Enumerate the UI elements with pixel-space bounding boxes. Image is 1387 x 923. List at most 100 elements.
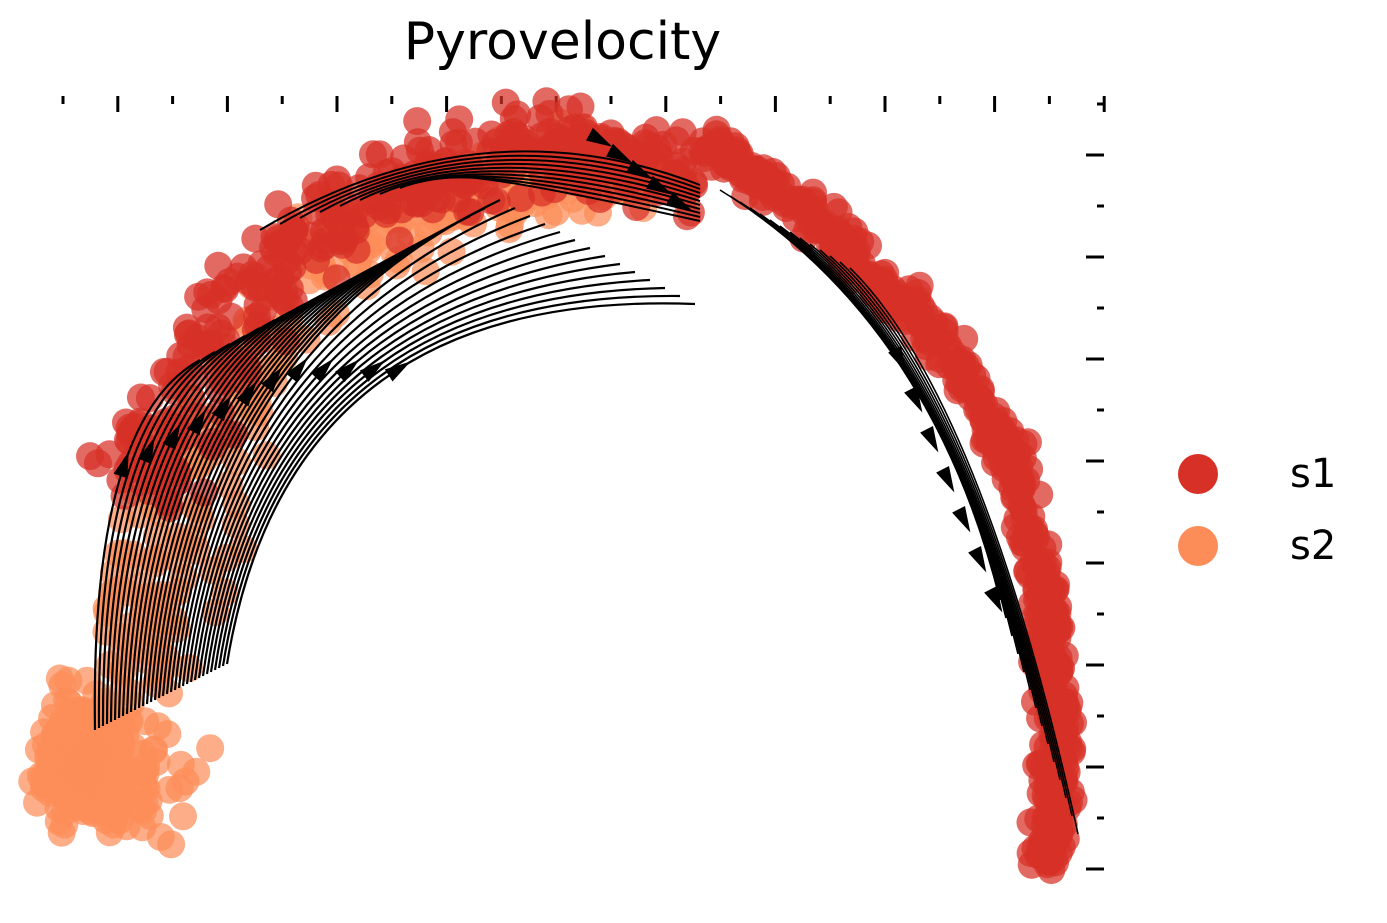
streamline [225,302,696,665]
streamline-arrow [626,159,653,179]
streamline [105,335,246,725]
point-s1 [726,159,755,188]
point-s1 [153,487,182,516]
point-s2 [126,794,155,823]
streamline [789,231,1043,727]
point-s1 [815,228,844,257]
streamline [819,249,1061,781]
streamline [129,287,336,713]
streamline [189,230,561,683]
point-s1 [1051,673,1080,702]
point-s2 [45,664,74,693]
streamline-arrow [310,358,334,383]
point-s2 [127,571,156,600]
streamline-arrow [211,395,232,421]
legend-label-s2: s2 [1290,523,1337,569]
point-s1 [1003,504,1032,533]
point-s2 [155,775,184,804]
streamline [185,222,546,685]
legend-label-s1: s1 [1290,451,1337,497]
streamline-arrow [137,437,155,465]
streamline [201,254,606,677]
streamline-arrow [606,143,633,163]
point-s2 [95,818,124,847]
streamline [359,170,701,206]
streamline [439,174,701,222]
streamline [169,207,486,693]
streamline-arrow [236,380,257,407]
streamline [799,237,1049,745]
point-s1 [444,128,473,157]
point-s1 [503,100,532,129]
streamline-arrow [285,357,308,383]
point-s1 [895,275,924,304]
point-s2 [169,528,198,557]
streamline-arrow [984,586,1003,613]
streamline [217,286,666,669]
streamlines [93,127,1079,835]
streamline-arrow [646,175,673,195]
point-s1 [1004,474,1033,503]
streamline-arrow [920,426,939,453]
streamline-arrow [968,546,987,573]
streamline [839,261,1073,817]
point-s2 [60,705,89,734]
point-s1 [427,185,456,214]
point-s1 [1008,528,1037,557]
point-s1 [126,383,155,412]
point-s1 [643,135,672,164]
legend-marker-s2 [1178,526,1218,566]
point-s2 [42,734,71,763]
streamline [319,162,701,213]
point-s1 [204,251,233,280]
legend-item-s1: s1 [1178,438,1336,510]
point-s1 [840,239,869,268]
streamline [141,263,381,707]
streamline [259,150,701,231]
streamline-arrow [936,466,955,493]
point-s2 [411,257,440,286]
point-s1 [477,120,506,149]
streamline [117,311,291,719]
streamline [109,327,261,723]
streamline [177,206,516,689]
point-s1 [212,325,241,354]
point-s1 [950,324,979,353]
streamline-arrow [666,191,693,211]
streamline [149,247,411,703]
point-s1 [1043,599,1072,628]
point-s1 [834,212,863,241]
point-s2 [77,797,106,826]
point-s2 [91,729,120,758]
streamline [209,270,636,673]
streamline [93,359,201,731]
point-s1 [518,140,547,169]
point-s2 [36,769,65,798]
point-s2 [73,666,102,695]
point-s1 [307,234,336,263]
streamline [173,199,501,691]
point-s1 [247,250,276,279]
point-s1 [913,325,942,354]
streamline [125,295,321,715]
point-s1 [965,383,994,412]
point-s1 [266,263,295,292]
streamline [145,255,396,705]
streamline [849,267,1079,835]
streamline [197,246,591,679]
streamline [153,239,426,701]
point-s1 [83,449,112,478]
streamline [339,166,701,207]
streamline [829,255,1067,799]
point-s1 [535,99,564,128]
point-s1 [1003,439,1032,468]
point-s2 [186,505,215,534]
point-s2 [169,802,198,831]
streamline [113,319,276,721]
point-s2 [23,788,52,817]
streamline [133,279,351,711]
point-s1 [766,170,795,199]
point-s1 [241,224,270,253]
streamline-arrow [261,366,283,393]
point-s2 [70,730,99,759]
